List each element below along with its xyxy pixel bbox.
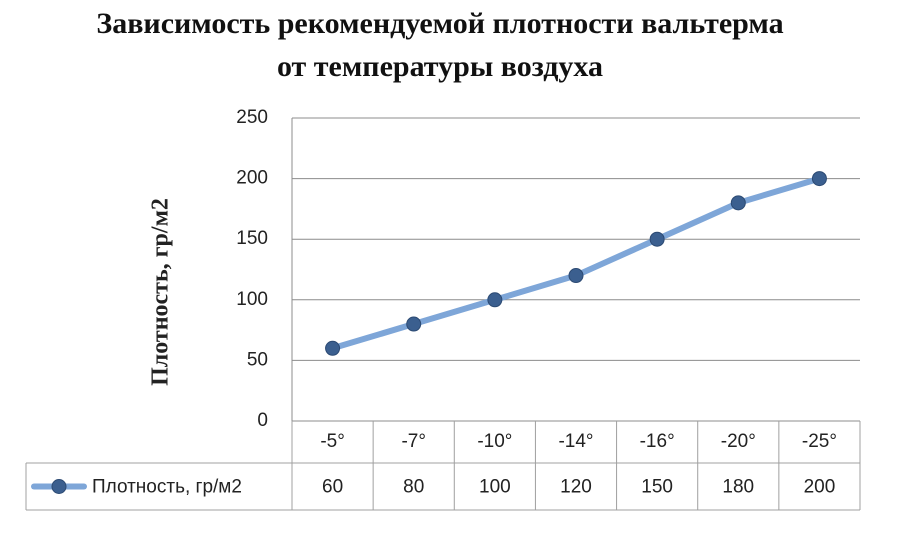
- x-tick-label: -20°: [721, 431, 756, 452]
- series-line: [329, 175, 823, 352]
- y-tick-label: 50: [247, 349, 268, 370]
- x-tick-label: -7°: [401, 431, 426, 452]
- table-value: 180: [722, 477, 754, 498]
- x-tick-label: -16°: [640, 431, 675, 452]
- table-value: 150: [641, 477, 673, 498]
- y-tick-label: 250: [236, 107, 268, 128]
- x-tick-label: -5°: [320, 431, 345, 452]
- data-point: [649, 231, 665, 247]
- y-tick-label: 150: [236, 228, 268, 249]
- legend-marker: [51, 479, 67, 494]
- data-point: [487, 292, 503, 308]
- data-point: [730, 195, 746, 211]
- y-tick-label: 100: [236, 289, 268, 310]
- data-point: [325, 340, 341, 356]
- y-tick-label: 200: [236, 168, 268, 189]
- y-tick-label: 0: [257, 410, 268, 431]
- table-value: 120: [560, 477, 592, 498]
- legend-label: Плотность, гр/м2: [92, 477, 242, 498]
- x-tick-label: -14°: [558, 431, 593, 452]
- table-value: 100: [479, 477, 511, 498]
- data-point: [406, 316, 422, 332]
- x-tick-label: -10°: [477, 431, 512, 452]
- chart-title: Зависимость рекомендуемой плотности валь…: [96, 7, 784, 83]
- x-tick-label: -25°: [802, 431, 837, 452]
- table-value: 60: [322, 477, 343, 498]
- data-point: [568, 268, 584, 284]
- table-value: 80: [403, 477, 424, 498]
- table-value: 200: [804, 477, 836, 498]
- data-point: [811, 171, 827, 187]
- y-axis-label: Плотность, гр/м2: [148, 198, 174, 386]
